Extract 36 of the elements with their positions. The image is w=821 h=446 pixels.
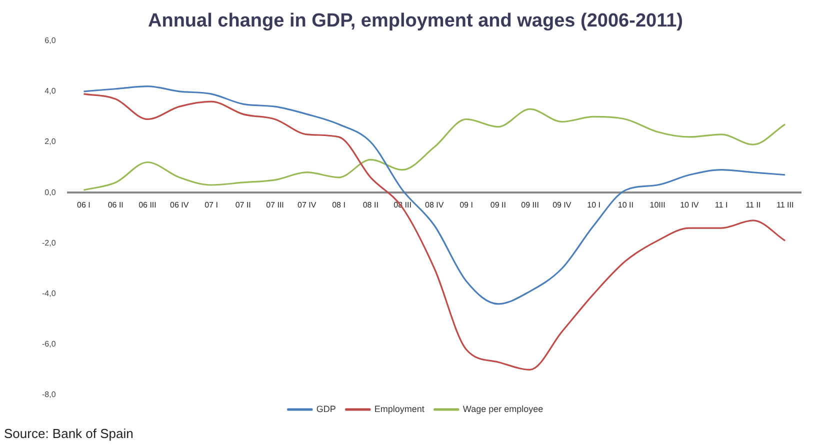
x-tick-label: 06 III [138, 200, 156, 210]
y-tick-label: -6,0 [42, 340, 56, 349]
x-tick-label: 07 III [266, 200, 284, 210]
x-tick-label: 08 II [362, 200, 378, 210]
x-tick-label: 07 I [204, 200, 218, 210]
y-tick-label: -2,0 [42, 238, 56, 248]
line-series [82, 108, 786, 191]
source-note: Source: Bank of Spain [4, 426, 134, 441]
x-tick-label: 06 IV [170, 200, 190, 210]
legend-label: Wage per employee [462, 404, 544, 414]
x-tick-label: 10 IV [680, 200, 700, 210]
legend-label: GDP [316, 404, 336, 414]
x-tick-label: 08 IV [425, 200, 444, 210]
x-tick-label: 06 II [108, 200, 124, 210]
legend-label: Employment [374, 404, 425, 414]
y-tick-label: 6,0 [44, 36, 56, 46]
x-tick-label: 06 I [77, 200, 90, 210]
x-tick-label: 11 II [746, 200, 761, 210]
x-tick-label: 10 II [618, 200, 634, 210]
x-tick-label: 10III [650, 200, 666, 210]
x-tick-label: 09 III [521, 200, 539, 210]
chart-title: Annual change in GDP, employment and wages (2006-2011) [148, 10, 683, 32]
x-tick-label: 08 I [332, 200, 346, 210]
x-tick-label: 09 II [490, 200, 506, 210]
x-tick-label: 11 I [714, 200, 728, 210]
x-tick-label: 07 II [235, 200, 251, 210]
y-tick-label: 0,0 [44, 188, 56, 197]
y-tick-label: -8,0 [42, 390, 56, 400]
y-tick-label: 2,0 [44, 137, 56, 146]
x-tick-label: 09 IV [552, 200, 572, 210]
x-tick-label: 09 I [460, 200, 473, 210]
x-tick-label: 11 III [776, 200, 794, 210]
y-tick-label: 4,0 [44, 86, 56, 96]
y-tick-label: -4,0 [42, 289, 56, 298]
x-tick-label: 07 IV [298, 200, 317, 210]
x-tick-label: 10 I [587, 200, 600, 210]
